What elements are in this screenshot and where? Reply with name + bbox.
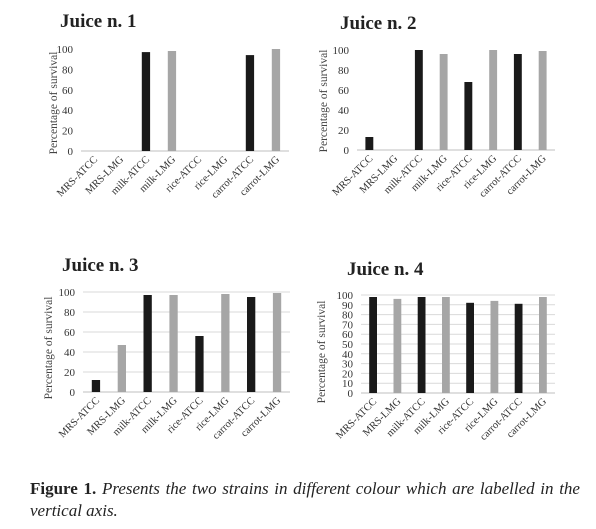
chart-title: Juice n. 2 [340,13,417,34]
y-tick-label: 60 [62,85,74,97]
bar-carrot-atcc [514,303,523,393]
y-tick-label: 100 [333,45,350,57]
bar-carrot-lmg [271,49,281,151]
y-tick-label: 0 [348,388,354,400]
y-tick-label: 50 [342,339,354,351]
y-tick-label: 20 [342,368,354,380]
y-tick-label: 0 [70,387,76,399]
y-tick-label: 20 [338,125,350,137]
y-tick-label: 10 [342,378,354,390]
y-axis-label: Percentage of survival [48,52,60,155]
y-axis-label: Percentage of survival [316,301,328,404]
bar-milk-atcc [143,295,152,392]
bar-rice-atcc [195,336,204,392]
chart-juice-4: Juice n. 4 Percentage of survival 01020304… [316,259,555,443]
bar-rice-lmg [489,50,498,150]
chart-juice-2: Juice n. 2 Percentage of survival 0 20 40 60 8… [318,13,555,200]
bar-mrs-lmg [393,298,402,393]
y-tick-label: 100 [59,287,76,299]
bar-mrs-atcc [369,297,377,393]
y-axis-label: Percentage of survival [318,50,330,153]
y-tick-label: 30 [342,359,354,371]
bar-rice-atcc [466,302,474,393]
chart-juice-1: Juice n. 1 Percentage of survival 0 20 40 60 8… [48,11,289,201]
y-tick-label: 80 [338,65,350,77]
caption-text: Presents the two strains in different co… [30,479,580,520]
y-tick-label: 60 [64,327,76,339]
y-tick-label: 20 [64,367,76,379]
chart-title: Juice n. 4 [347,259,424,280]
bar-carrot-atcc [245,55,255,151]
y-tick-label: 0 [68,146,74,158]
bar-milk-lmg [442,297,450,393]
y-tick-label: 40 [338,105,350,117]
bar-rice-lmg [221,294,230,392]
y-tick-label: 40 [64,347,76,359]
y-tick-label: 60 [338,85,350,97]
bar-milk-atcc [417,297,426,393]
bar-milk-lmg [439,54,448,150]
y-tick-label: 20 [62,126,74,138]
y-tick-label: 40 [62,105,74,117]
bar-rice-lmg [490,300,499,393]
bar-rice-atcc [464,82,473,150]
bar-carrot-atcc [513,54,522,150]
figure-caption: Figure 1. Presents the two strains in di… [30,478,580,522]
y-tick-label: 40 [342,349,354,361]
caption-lead: Figure 1. [30,479,97,498]
bar-carrot-lmg [539,297,547,393]
bar-carrot-atcc [247,297,256,392]
bar-carrot-lmg [272,293,282,392]
y-tick-label: 70 [342,319,354,331]
y-tick-label: 60 [342,329,354,341]
bar-milk-atcc [414,50,423,150]
y-tick-label: 80 [342,310,354,322]
y-tick-label: 100 [57,44,74,56]
bar-milk-lmg [169,295,178,392]
chart-title: Juice n. 3 [62,255,139,276]
bar-mrs-atcc [365,137,374,150]
bar-mrs-lmg [117,345,126,392]
bar-carrot-lmg [538,51,547,150]
y-tick-label: 80 [64,307,76,319]
bar-milk-lmg [167,51,177,151]
y-tick-label: 100 [337,290,354,302]
bar-mrs-atcc [91,380,101,392]
chart-juice-3: Juice n. 3 Percentage of survival 0 20 40 60 8… [43,255,290,442]
y-tick-label: 90 [342,300,354,312]
chart-title: Juice n. 1 [60,11,137,32]
y-tick-label: 80 [62,64,74,76]
bar-milk-atcc [141,52,151,151]
y-tick-label: 0 [344,145,350,157]
y-axis-label: Percentage of survival [43,297,55,400]
